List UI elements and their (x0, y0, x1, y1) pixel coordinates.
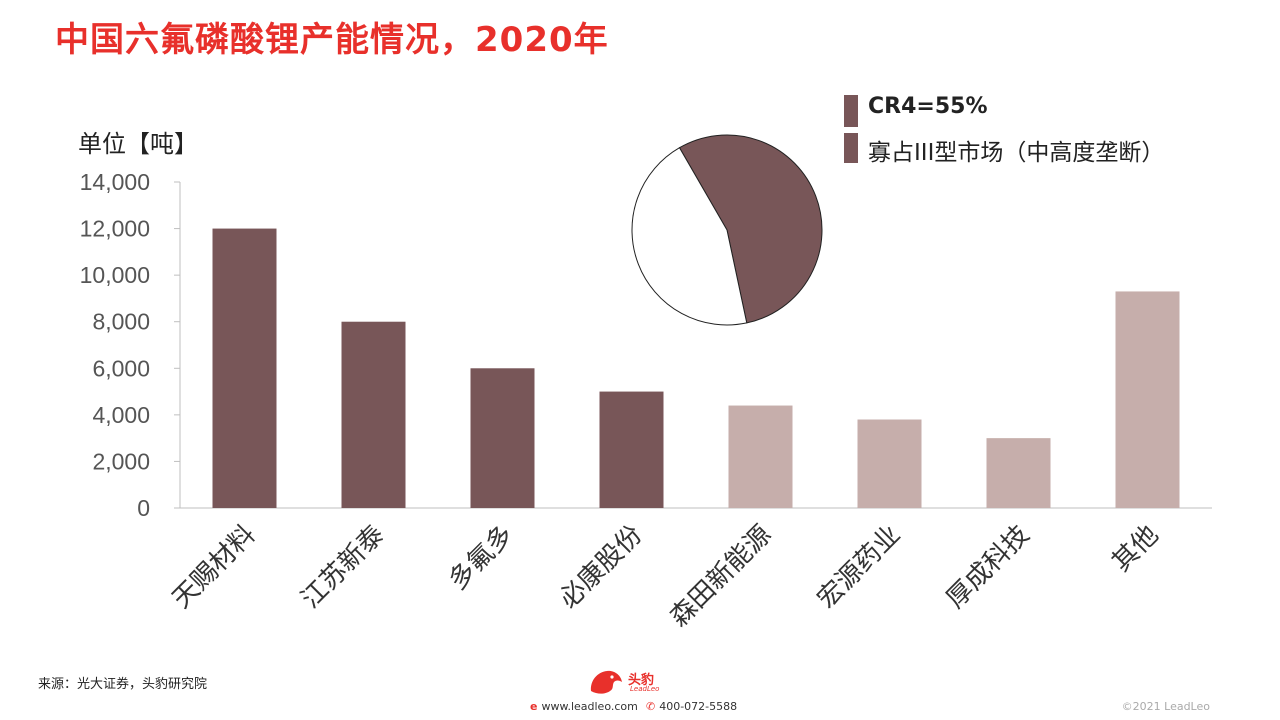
leopard-logo-icon (590, 670, 622, 694)
source-note: 来源：光大证券，头豹研究院 (38, 677, 208, 692)
bar-3 (470, 368, 535, 508)
y-tick-label: 6,000 (92, 355, 150, 381)
logo-text: 头豹 (628, 673, 655, 688)
bar-5 (728, 405, 793, 508)
category-label: 必康股份 (554, 520, 649, 615)
bar-4 (599, 391, 664, 508)
category-label: 厚成科技 (941, 520, 1036, 615)
category-label: 宏源药业 (812, 520, 907, 615)
bar-2 (341, 321, 406, 508)
phone-contact: ✆ 400-072-5588 (646, 700, 737, 713)
y-tick-label: 4,000 (92, 402, 150, 428)
y-tick-label: 14,000 (80, 169, 150, 195)
leadleo-logo: 头豹 LeadLeo (588, 667, 659, 701)
copyright: ©2021 LeadLeo (1121, 700, 1210, 713)
y-tick-label: 0 (137, 495, 150, 521)
y-tick-label: 10,000 (80, 262, 150, 288)
page-title: 中国六氟磷酸锂产能情况，2020年 (55, 20, 609, 60)
bar-8 (1115, 291, 1180, 508)
legend-market-description: 寡占III型市场（中高度垄断） (868, 140, 1165, 166)
category-label: 森田新能源 (664, 520, 777, 633)
category-label: 天赐材料 (167, 520, 262, 615)
phone-icon: ✆ (646, 700, 656, 713)
logo-subtext: LeadLeo (630, 685, 660, 693)
category-label: 其他 (1106, 520, 1164, 578)
legend-cr4-label: CR4=55% (868, 94, 988, 119)
y-tick-label: 12,000 (80, 216, 150, 242)
y-tick-label: 8,000 (92, 309, 150, 335)
y-tick-label: 2,000 (92, 448, 150, 474)
category-label: 江苏新泰 (296, 520, 391, 615)
bar-6 (857, 419, 922, 508)
website-text: www.leadleo.com (541, 700, 638, 713)
bar-1 (212, 228, 277, 509)
bar-7 (986, 438, 1051, 508)
website-link[interactable]: e www.leadleo.com (530, 700, 638, 713)
y-axis-unit-label: 单位【吨】 (78, 130, 198, 158)
phone-text: 400-072-5588 (659, 700, 738, 713)
category-label: 多氟多 (443, 520, 519, 596)
browser-icon: e (530, 700, 538, 713)
pie-slice-1 (678, 134, 823, 324)
legend-swatch (844, 95, 858, 127)
pie-slice-2 (631, 147, 748, 326)
legend-swatch (844, 133, 858, 163)
